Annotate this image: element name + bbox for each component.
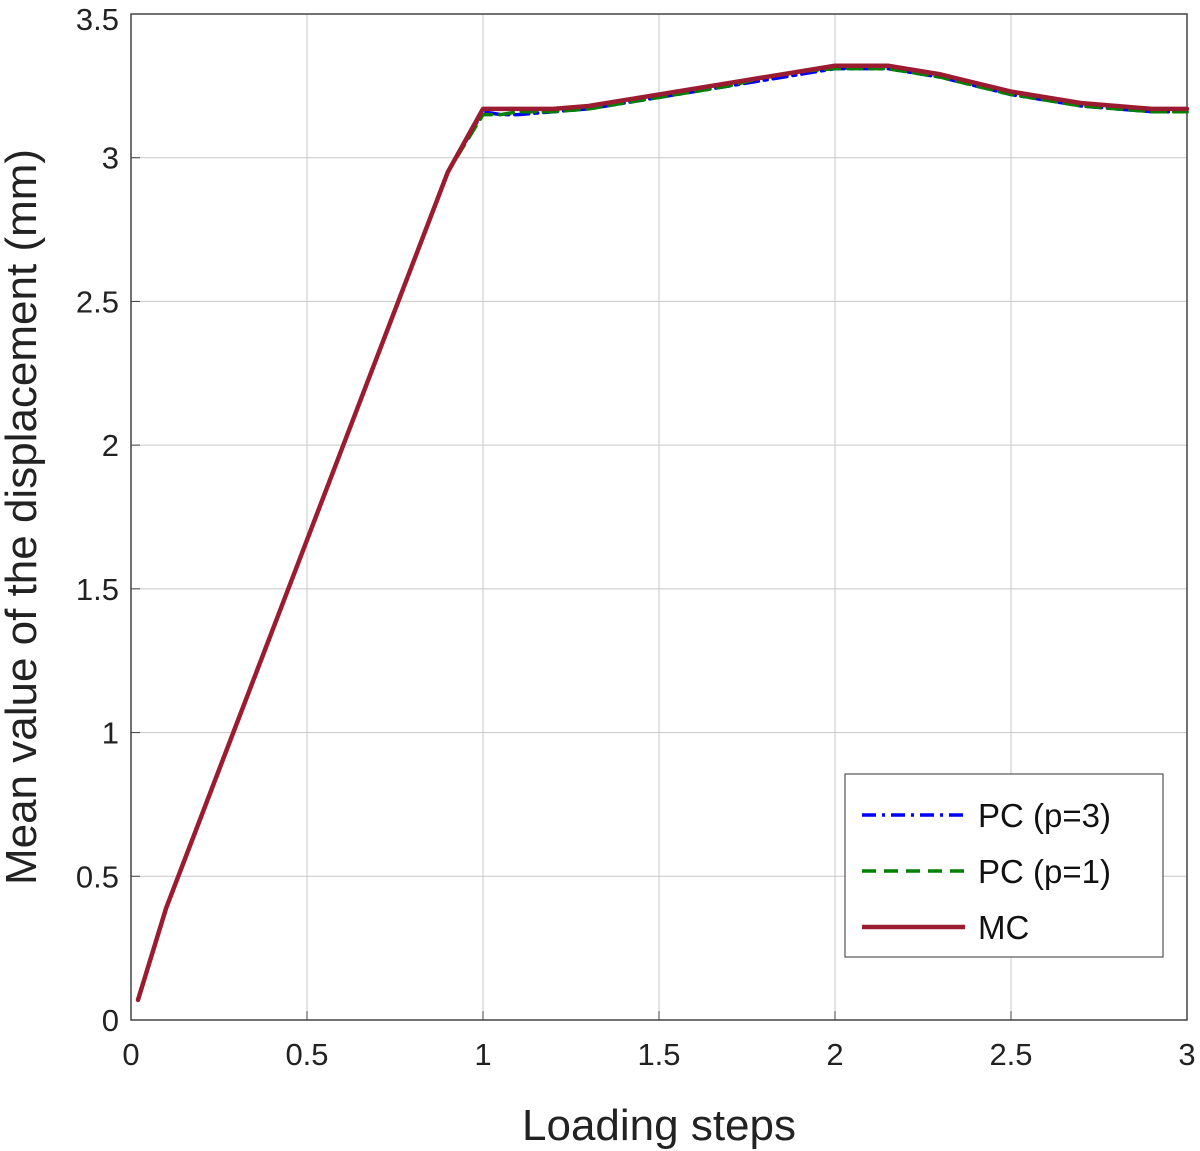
series-line-3 (135, 63, 1190, 1003)
y-tick-label: 2 (102, 428, 119, 463)
x-tick-label: 0 (122, 1037, 139, 1072)
y-axis-label: Mean value of the displacement (mm) (0, 149, 46, 885)
y-tick-label: 0.5 (76, 859, 119, 894)
legend-entry-label: PC (p=3) (978, 797, 1111, 834)
y-tick-label: 2.5 (76, 284, 119, 319)
x-axis-label: Loading steps (522, 1101, 796, 1150)
y-tick-labels: 0 0.5 1 1.5 2 2.5 3 3.5 (76, 2, 119, 1038)
y-tick-label: 3.5 (76, 2, 119, 37)
x-tick-label: 2.5 (989, 1037, 1032, 1072)
x-tick-label: 2 (826, 1037, 843, 1072)
series-layer (135, 63, 1190, 1003)
x-tick-label: 3 (1178, 1037, 1195, 1072)
x-tick-labels: 0 0.5 1 1.5 2 2.5 3 (122, 1037, 1195, 1072)
x-tick-label: 1 (474, 1037, 491, 1072)
x-tick-label: 0.5 (285, 1037, 328, 1072)
legend-entry-label: PC (p=1) (978, 853, 1111, 890)
legend-entry-label: MC (978, 909, 1029, 946)
y-tick-label: 3 (102, 141, 119, 176)
y-tick-label: 1.5 (76, 572, 119, 607)
legend: PC (p=3) PC (p=1) MC (844, 773, 1164, 958)
plot-area-frame (130, 13, 1188, 1021)
y-tick-label: 1 (102, 716, 119, 751)
series-line-2 (136, 66, 1189, 1002)
y-tick-label: 0 (102, 1003, 119, 1038)
x-tick-label: 1.5 (637, 1037, 680, 1072)
